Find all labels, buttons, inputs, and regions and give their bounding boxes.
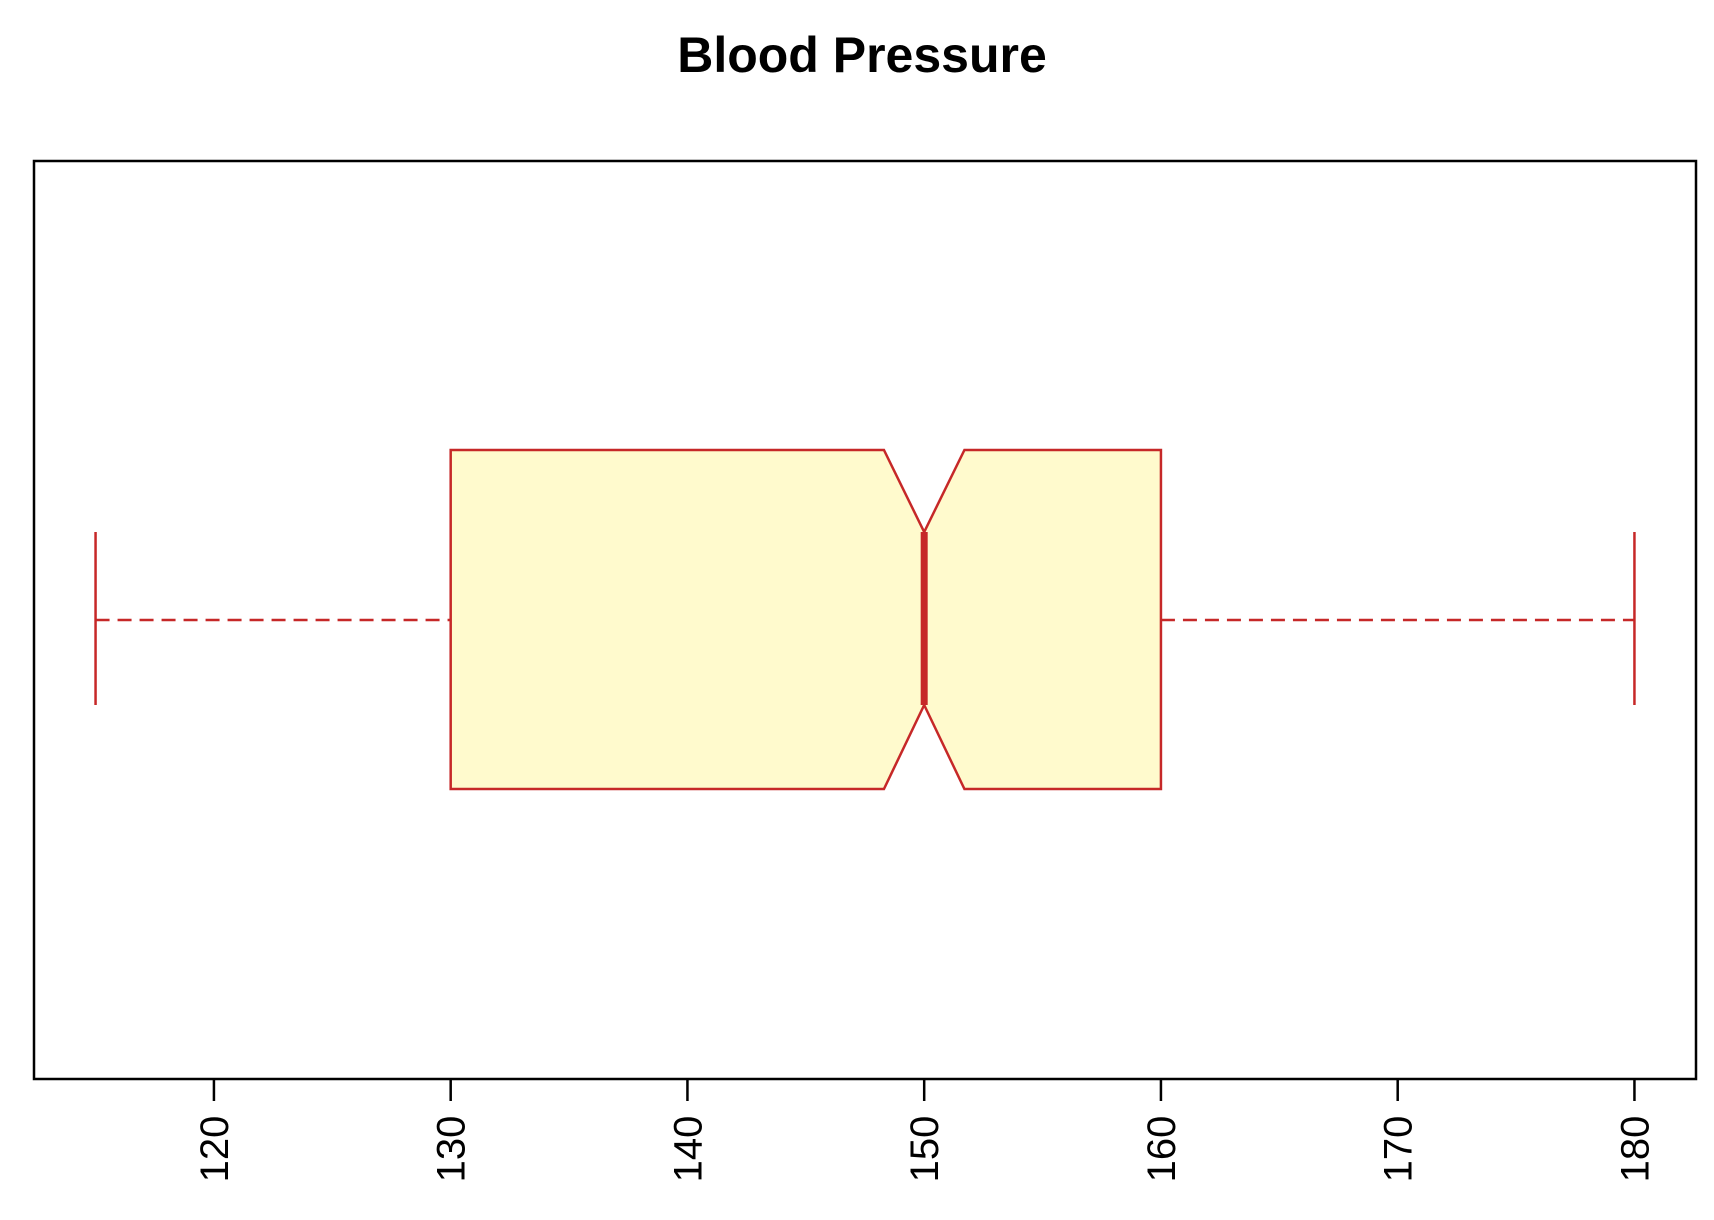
x-tick-label: 150: [903, 1116, 947, 1183]
box-layer: [94, 448, 1636, 791]
x-tick-label: 170: [1377, 1116, 1421, 1183]
x-tick-label: 180: [1613, 1116, 1657, 1183]
x-tick-label: 160: [1140, 1116, 1184, 1183]
chart-title: Blood Pressure: [677, 27, 1047, 83]
x-axis: 120 130 140 150 160 170 180: [193, 1078, 1657, 1183]
box-iqr: [449, 448, 1163, 791]
x-tick-label: 120: [193, 1116, 237, 1183]
x-tick-label: 140: [666, 1116, 710, 1183]
x-tick-label: 130: [430, 1116, 474, 1183]
